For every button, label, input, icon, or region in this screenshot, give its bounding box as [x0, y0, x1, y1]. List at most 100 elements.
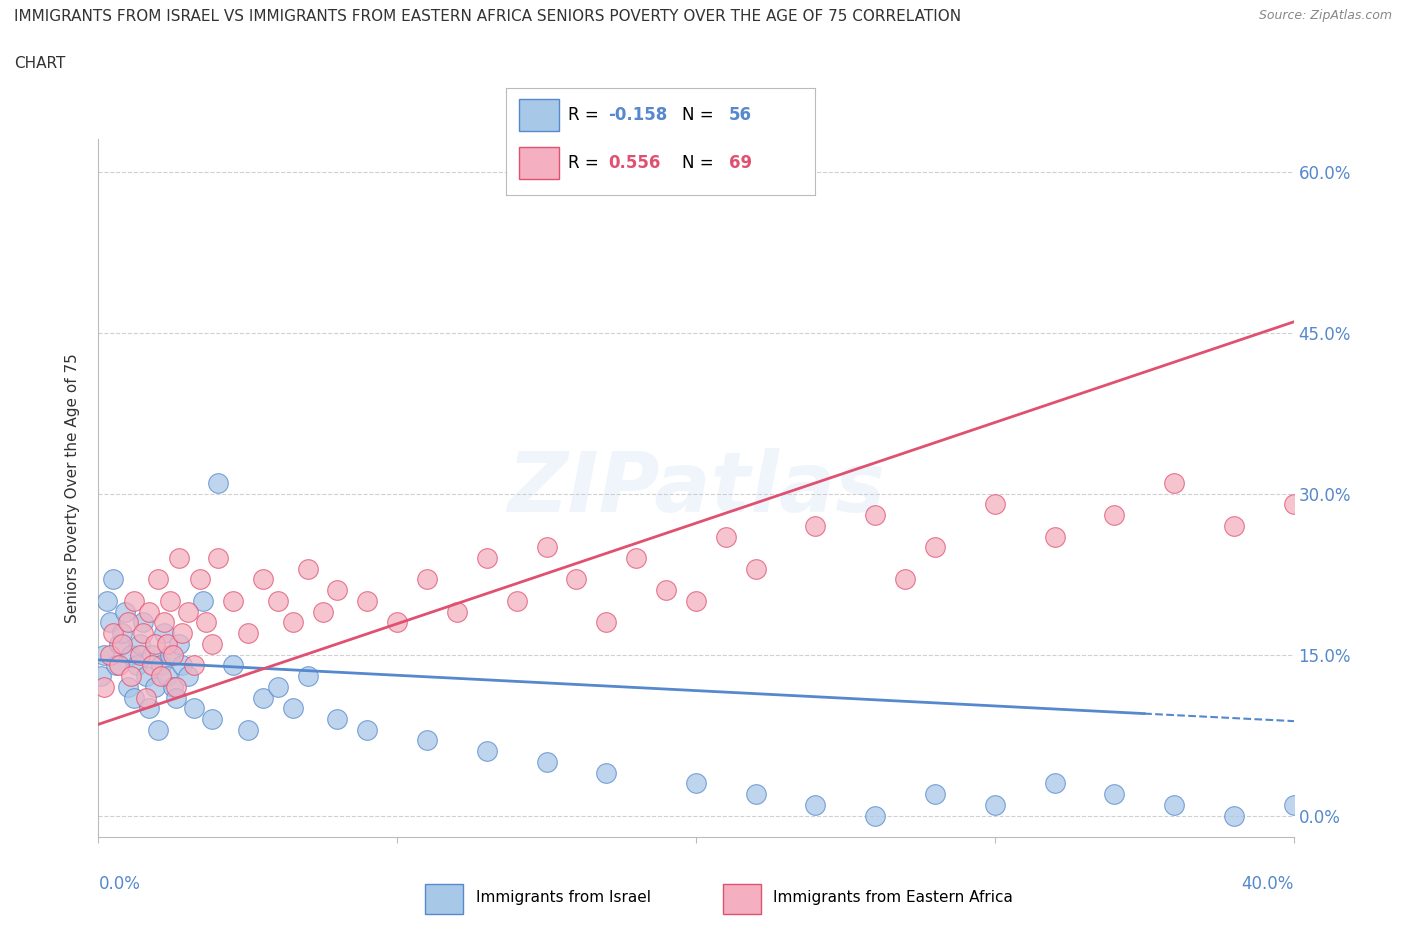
Point: [93, 679, 115, 694]
Point: [117, 615, 139, 630]
Point: [1222, 518, 1246, 533]
Point: [1282, 497, 1305, 512]
Point: [124, 690, 146, 705]
Point: [595, 615, 617, 630]
Point: [138, 604, 160, 619]
Point: [117, 679, 139, 694]
Point: [207, 475, 229, 490]
Point: [148, 723, 170, 737]
Point: [863, 808, 887, 823]
Point: [356, 593, 378, 608]
Point: [105, 658, 128, 672]
Point: [236, 723, 259, 737]
Point: [124, 593, 146, 608]
Text: N =: N =: [682, 154, 720, 172]
Point: [1102, 787, 1125, 802]
Text: Immigrants from Eastern Africa: Immigrants from Eastern Africa: [773, 890, 1014, 905]
Point: [685, 593, 707, 608]
Point: [143, 679, 166, 694]
Point: [100, 615, 122, 630]
Bar: [519, 100, 558, 131]
Point: [103, 626, 125, 641]
Point: [188, 572, 211, 587]
Point: [1043, 529, 1066, 544]
Point: [159, 647, 181, 662]
Text: 0.0%: 0.0%: [98, 874, 141, 893]
Point: [108, 658, 131, 672]
Point: [475, 551, 498, 565]
Point: [132, 615, 155, 630]
Point: [536, 539, 558, 554]
Point: [90, 669, 112, 684]
Bar: [519, 147, 558, 179]
Point: [177, 604, 200, 619]
Point: [138, 701, 160, 716]
Point: [1343, 465, 1365, 480]
Point: [93, 647, 115, 662]
Point: [156, 669, 179, 684]
Point: [100, 647, 122, 662]
Point: [177, 669, 200, 684]
Point: [159, 593, 181, 608]
Point: [135, 669, 157, 684]
Point: [1282, 797, 1305, 812]
Point: [1222, 808, 1246, 823]
Point: [236, 626, 259, 641]
Bar: [723, 884, 761, 913]
Point: [267, 679, 290, 694]
Point: [120, 647, 142, 662]
Point: [281, 615, 304, 630]
Point: [416, 733, 439, 748]
Point: [127, 658, 149, 672]
Point: [167, 636, 190, 651]
Point: [172, 626, 194, 641]
Point: [150, 669, 173, 684]
Point: [685, 776, 707, 790]
Point: [172, 658, 194, 672]
Point: [103, 572, 125, 587]
Point: [326, 583, 349, 598]
Point: [207, 551, 229, 565]
Point: [183, 658, 205, 672]
Text: ZIPatlas: ZIPatlas: [508, 447, 884, 529]
Point: [506, 593, 529, 608]
Point: [281, 701, 304, 716]
Point: [536, 754, 558, 769]
Point: [1043, 776, 1066, 790]
Point: [148, 572, 170, 587]
Point: [297, 562, 319, 577]
Point: [1312, 379, 1334, 393]
Point: [141, 658, 163, 672]
Point: [385, 615, 409, 630]
Text: R =: R =: [568, 106, 605, 124]
Point: [153, 626, 176, 641]
Point: [165, 679, 187, 694]
Point: [183, 701, 205, 716]
Text: 0.556: 0.556: [609, 154, 661, 172]
Text: 69: 69: [728, 154, 752, 172]
Point: [356, 723, 378, 737]
Point: [132, 626, 155, 641]
Y-axis label: Seniors Poverty Over the Age of 75: Seniors Poverty Over the Age of 75: [65, 353, 80, 623]
Point: [475, 744, 498, 759]
Point: [162, 647, 184, 662]
Point: [222, 593, 245, 608]
Point: [201, 711, 224, 726]
Point: [1372, 444, 1395, 458]
Text: 40.0%: 40.0%: [1241, 874, 1294, 893]
Point: [1402, 400, 1406, 415]
Point: [222, 658, 245, 672]
Point: [195, 615, 218, 630]
Point: [129, 647, 152, 662]
Text: 56: 56: [728, 106, 752, 124]
Point: [153, 615, 176, 630]
Point: [745, 562, 768, 577]
Point: [924, 539, 946, 554]
Point: [984, 497, 1007, 512]
Point: [150, 658, 173, 672]
Text: N =: N =: [682, 106, 720, 124]
Point: [984, 797, 1007, 812]
Point: [129, 636, 152, 651]
Point: [745, 787, 768, 802]
Point: [1163, 475, 1185, 490]
